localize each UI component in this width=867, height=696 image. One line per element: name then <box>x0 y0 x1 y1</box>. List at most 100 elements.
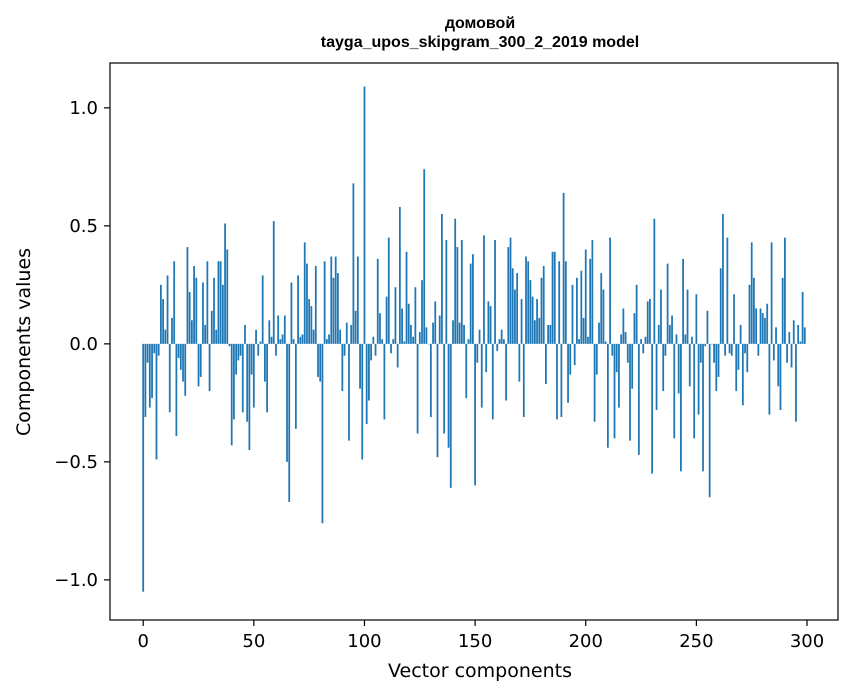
chart-title: домовой tayga_upos_skipgram_300_2_2019 mo… <box>321 15 639 51</box>
bar <box>699 343 702 363</box>
bar <box>695 294 698 344</box>
bar <box>750 242 753 344</box>
bar <box>491 343 494 420</box>
bar <box>401 308 403 344</box>
bar <box>573 343 576 366</box>
chart-title-line: tayga_upos_skipgram_300_2_2019 model <box>321 34 639 51</box>
bar <box>356 256 359 344</box>
bar <box>237 343 240 361</box>
bar <box>228 343 231 347</box>
bar <box>449 343 452 488</box>
bar <box>153 343 156 354</box>
bar <box>775 327 777 344</box>
bar <box>637 343 640 455</box>
bar <box>314 265 317 344</box>
bar <box>668 324 671 344</box>
bar <box>770 242 773 344</box>
bar <box>494 240 496 344</box>
bar <box>686 289 689 344</box>
bar <box>348 343 350 441</box>
bar <box>452 320 454 344</box>
bar <box>275 343 277 356</box>
bar <box>653 218 656 344</box>
bar-series <box>142 86 806 592</box>
bar <box>615 343 618 373</box>
bar <box>600 273 603 344</box>
bar <box>733 294 735 344</box>
bar <box>332 277 335 344</box>
bar <box>688 343 691 387</box>
bar <box>432 322 434 344</box>
x-tick-label: 300 <box>790 631 824 652</box>
bar <box>644 336 647 344</box>
bar <box>788 332 791 344</box>
bar <box>755 308 758 344</box>
bar <box>746 343 749 373</box>
bar <box>684 334 687 344</box>
bar <box>564 261 567 344</box>
bar <box>744 343 746 354</box>
bar <box>502 339 505 344</box>
bar <box>429 343 432 418</box>
bar <box>396 343 399 368</box>
bar <box>726 237 729 344</box>
bar <box>421 280 423 344</box>
bar <box>250 343 253 375</box>
y-tick-label: 0.5 <box>69 216 98 237</box>
bar <box>533 320 536 344</box>
bar <box>441 214 443 344</box>
bar <box>279 339 282 344</box>
bar <box>261 275 264 344</box>
bar <box>527 261 530 344</box>
bar <box>239 343 242 356</box>
bar <box>436 343 439 458</box>
bar <box>354 310 357 344</box>
bar <box>781 277 784 344</box>
bar <box>646 301 649 344</box>
bar <box>321 343 324 524</box>
bar <box>334 256 337 344</box>
bar <box>197 343 200 387</box>
bar <box>372 336 375 344</box>
bar <box>657 324 660 344</box>
bar <box>368 343 370 401</box>
bar <box>268 320 271 344</box>
bar <box>390 343 392 354</box>
bar <box>480 343 483 408</box>
bar <box>633 313 636 344</box>
bar <box>757 343 760 356</box>
bar <box>664 343 667 356</box>
bar <box>339 329 342 344</box>
bar <box>589 258 592 344</box>
bar <box>629 343 631 441</box>
bar <box>660 289 662 344</box>
bar <box>520 299 523 344</box>
bar <box>611 343 614 356</box>
bar <box>609 237 611 344</box>
bar <box>739 324 742 344</box>
bar <box>210 310 213 344</box>
bar <box>730 343 733 356</box>
bar <box>761 313 764 344</box>
bar <box>571 284 574 344</box>
bar <box>443 343 446 434</box>
bar <box>306 263 308 344</box>
bar <box>343 343 346 356</box>
y-tick-label: −0.5 <box>54 452 98 473</box>
bar <box>631 343 634 389</box>
bar <box>713 343 715 363</box>
bar <box>790 343 793 368</box>
bar <box>801 291 804 344</box>
bar <box>157 343 160 356</box>
bar <box>753 277 755 344</box>
bar <box>410 324 412 344</box>
bar <box>613 343 616 439</box>
bar <box>624 332 627 344</box>
x-tick-label: 50 <box>242 631 265 652</box>
bar <box>797 324 800 344</box>
bar <box>562 192 565 344</box>
bar <box>799 341 802 344</box>
bar <box>352 183 355 344</box>
bar <box>310 306 313 344</box>
bar <box>582 317 585 344</box>
